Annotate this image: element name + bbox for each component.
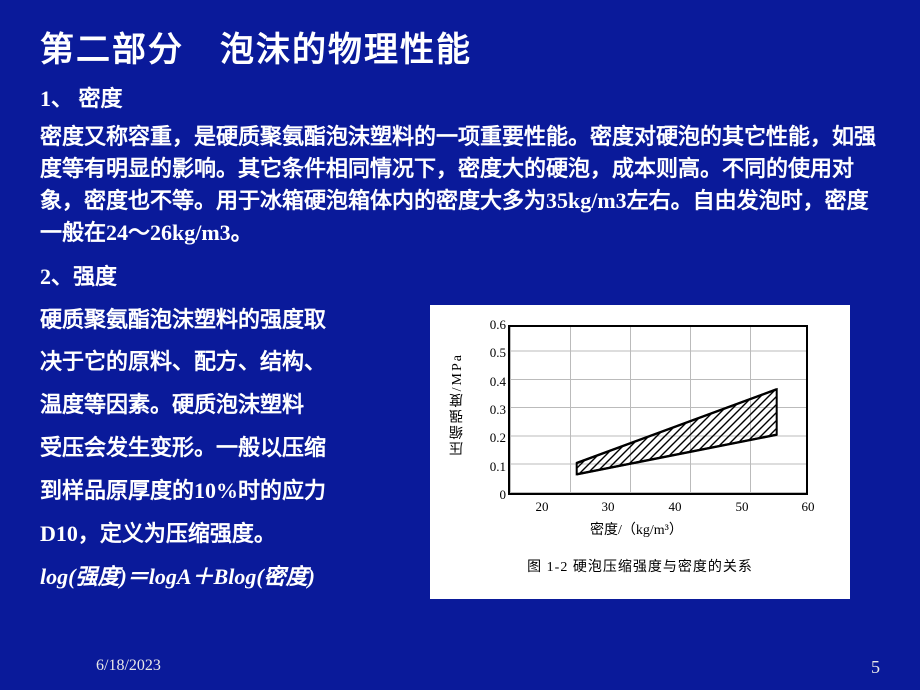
chart: 压缩强度/MPa 0 0.1 0.2 0.3 0.4 0.5 0.6 (440, 315, 840, 550)
page-number: 5 (871, 657, 880, 678)
chart-caption: 图 1-2 硬泡压缩强度与密度的关系 (440, 556, 840, 576)
section1-heading: 1、 密度 (40, 81, 880, 113)
body-line: 温度等因素。硬质泡沫塑料 (40, 384, 410, 427)
data-band (510, 327, 808, 495)
y-tick: 0.3 (478, 402, 506, 418)
x-tick: 20 (530, 499, 554, 515)
x-tick: 60 (796, 499, 820, 515)
body-line: 硬质聚氨酯泡沫塑料的强度取 (40, 299, 410, 342)
x-tick: 40 (663, 499, 687, 515)
y-tick: 0.4 (478, 374, 506, 390)
footer-date: 6/18/2023 (96, 657, 161, 678)
x-tick: 50 (730, 499, 754, 515)
y-tick: 0.1 (478, 459, 506, 475)
plot-area (508, 325, 808, 495)
chart-container: 压缩强度/MPa 0 0.1 0.2 0.3 0.4 0.5 0.6 (430, 305, 850, 599)
body-line: 到样品原厚度的10%时的应力 (40, 470, 410, 513)
section1-text: 密度又称容重，是硬质聚氨酯泡沫塑料的一项重要性能。密度对硬泡的其它性能，如强度等… (40, 121, 880, 249)
section2-heading: 2、强度 (40, 259, 880, 291)
y-tick: 0.6 (478, 317, 506, 333)
section2-body: 硬质聚氨酯泡沫塑料的强度取 决于它的原料、配方、结构、 温度等因素。硬质泡沫塑料… (40, 299, 410, 599)
body-line: 受压会发生变形。一般以压缩 (40, 427, 410, 470)
y-axis-label: 压缩强度/MPa (448, 353, 468, 455)
slide-title: 第二部分 泡沫的物理性能 (40, 22, 880, 71)
y-tick: 0.5 (478, 345, 506, 361)
y-tick: 0 (478, 487, 506, 503)
body-line: 决于它的原料、配方、结构、 (40, 341, 410, 384)
body-line: D10，定义为压缩强度。 (40, 513, 410, 556)
x-tick: 30 (596, 499, 620, 515)
y-tick: 0.2 (478, 430, 506, 446)
equation: log(强度)＝logA＋Blog(密度) (40, 556, 410, 599)
x-axis-label: 密度/（kg/m³） (590, 519, 683, 539)
